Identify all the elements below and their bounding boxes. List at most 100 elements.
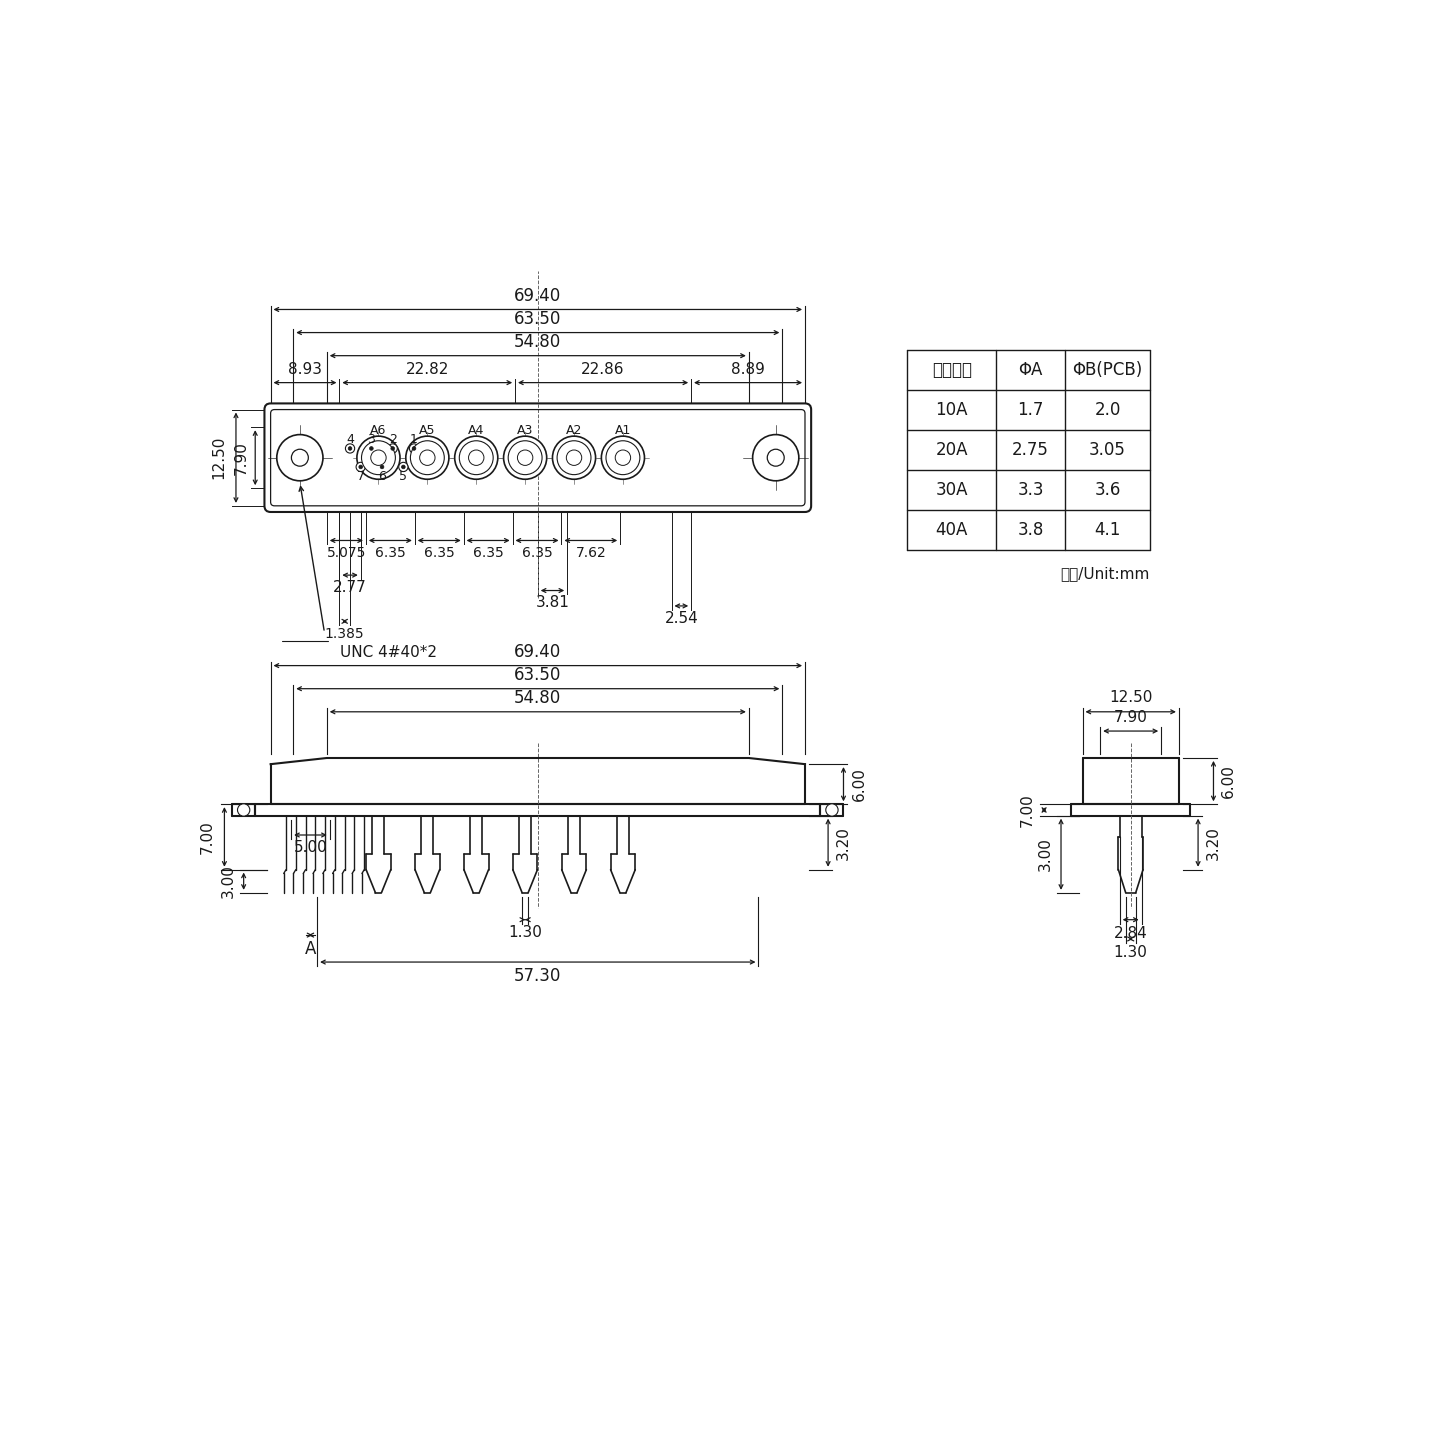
Text: 3.00: 3.00 — [1038, 837, 1053, 871]
Text: 6.35: 6.35 — [521, 546, 553, 560]
Text: 3.6: 3.6 — [1094, 481, 1120, 500]
Circle shape — [615, 449, 631, 465]
Text: 2.54: 2.54 — [664, 611, 698, 626]
Text: 1: 1 — [410, 432, 418, 446]
Text: ΦB(PCB): ΦB(PCB) — [1073, 361, 1143, 379]
Circle shape — [291, 449, 308, 467]
Text: 3.81: 3.81 — [536, 595, 569, 611]
Text: 63.50: 63.50 — [514, 310, 562, 328]
Text: A4: A4 — [468, 425, 484, 438]
Circle shape — [276, 435, 323, 481]
Text: 69.40: 69.40 — [514, 287, 562, 305]
Text: 1.7: 1.7 — [1018, 400, 1044, 419]
Text: A5: A5 — [419, 425, 435, 438]
Text: 22.82: 22.82 — [406, 361, 449, 377]
Circle shape — [553, 436, 596, 480]
Text: A3: A3 — [517, 425, 533, 438]
Circle shape — [346, 444, 354, 454]
Text: 3.00: 3.00 — [220, 864, 236, 899]
Circle shape — [409, 444, 419, 454]
Text: 4: 4 — [346, 432, 354, 446]
Text: 2: 2 — [389, 432, 396, 446]
Text: 2.75: 2.75 — [1012, 441, 1048, 459]
Circle shape — [370, 449, 386, 465]
Circle shape — [455, 436, 498, 480]
Text: 5: 5 — [399, 469, 408, 482]
Text: 3: 3 — [367, 432, 376, 446]
Circle shape — [508, 441, 541, 475]
Text: 7.90: 7.90 — [1113, 710, 1148, 724]
Text: 7: 7 — [357, 469, 364, 482]
Circle shape — [557, 441, 590, 475]
Text: 4.1: 4.1 — [1094, 521, 1120, 539]
Circle shape — [359, 465, 363, 469]
FancyBboxPatch shape — [265, 403, 811, 513]
Text: 3.20: 3.20 — [837, 825, 851, 860]
Circle shape — [380, 465, 384, 469]
Text: 1.30: 1.30 — [1113, 945, 1148, 960]
Text: A1: A1 — [615, 425, 631, 438]
Text: 6.00: 6.00 — [1221, 765, 1237, 798]
Text: 5.00: 5.00 — [294, 840, 327, 855]
Circle shape — [606, 441, 639, 475]
Text: 2.77: 2.77 — [333, 580, 367, 595]
Text: 6.00: 6.00 — [851, 768, 867, 801]
Text: 单位/Unit:mm: 单位/Unit:mm — [1061, 566, 1151, 580]
Text: 6.35: 6.35 — [423, 546, 455, 560]
Circle shape — [387, 444, 397, 454]
Text: 12.50: 12.50 — [212, 436, 226, 480]
Text: 3.20: 3.20 — [1205, 825, 1221, 860]
Circle shape — [357, 436, 400, 480]
Text: UNC 4#40*2: UNC 4#40*2 — [340, 645, 436, 660]
Text: 1.30: 1.30 — [508, 924, 541, 939]
Text: 1.385: 1.385 — [325, 626, 364, 641]
Text: 6: 6 — [379, 469, 386, 482]
Circle shape — [361, 441, 396, 475]
Circle shape — [468, 449, 484, 465]
Text: 30A: 30A — [936, 481, 968, 500]
Text: A6: A6 — [370, 425, 386, 438]
Circle shape — [399, 462, 408, 471]
Text: A2: A2 — [566, 425, 582, 438]
Circle shape — [412, 446, 416, 451]
Circle shape — [504, 436, 547, 480]
Text: 6.35: 6.35 — [472, 546, 504, 560]
Text: 8.93: 8.93 — [288, 361, 323, 377]
Text: 7.62: 7.62 — [576, 546, 606, 560]
Circle shape — [768, 449, 785, 467]
Text: 7.00: 7.00 — [1020, 793, 1034, 827]
Text: 69.40: 69.40 — [514, 642, 562, 661]
Circle shape — [419, 449, 435, 465]
Text: 40A: 40A — [936, 521, 968, 539]
Text: 3.3: 3.3 — [1017, 481, 1044, 500]
Circle shape — [602, 436, 645, 480]
Text: 6.35: 6.35 — [374, 546, 406, 560]
Text: 12.50: 12.50 — [1109, 690, 1152, 706]
Circle shape — [348, 446, 351, 451]
Circle shape — [370, 446, 373, 451]
Circle shape — [402, 465, 405, 469]
Circle shape — [753, 435, 799, 481]
Circle shape — [367, 444, 376, 454]
Circle shape — [566, 449, 582, 465]
Text: 2.0: 2.0 — [1094, 400, 1120, 419]
Circle shape — [238, 804, 249, 816]
Circle shape — [390, 446, 395, 451]
Circle shape — [459, 441, 492, 475]
Circle shape — [410, 441, 445, 475]
Text: 额定电流: 额定电流 — [932, 361, 972, 379]
Text: 10A: 10A — [936, 400, 968, 419]
Text: 22.86: 22.86 — [582, 361, 625, 377]
Text: A: A — [305, 940, 317, 958]
Text: 7.90: 7.90 — [233, 441, 249, 475]
Text: 3.8: 3.8 — [1018, 521, 1044, 539]
Circle shape — [377, 462, 387, 471]
Text: 5.075: 5.075 — [327, 546, 366, 560]
Text: 7.00: 7.00 — [200, 819, 215, 854]
Text: 63.50: 63.50 — [514, 665, 562, 684]
Text: 54.80: 54.80 — [514, 688, 562, 707]
Circle shape — [825, 804, 838, 816]
Text: 20A: 20A — [936, 441, 968, 459]
Circle shape — [517, 449, 533, 465]
Text: 3.05: 3.05 — [1089, 441, 1126, 459]
